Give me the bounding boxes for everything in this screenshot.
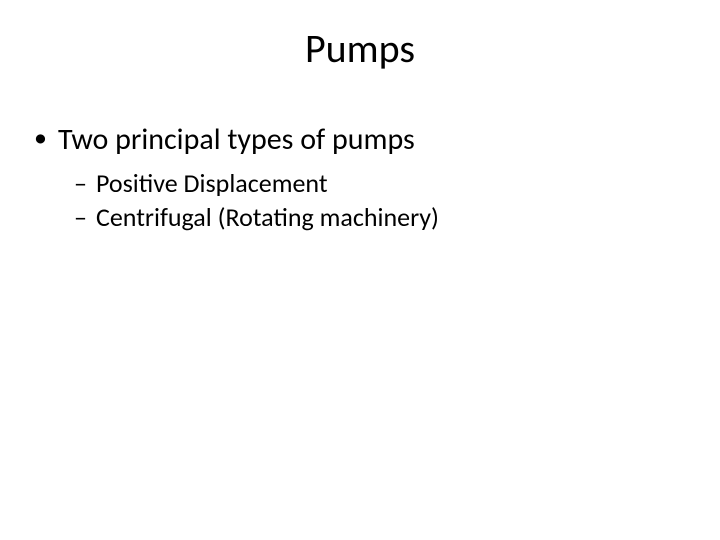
slide-body: Two principal types of pumps Positive Di… xyxy=(0,97,720,234)
bullet-level2: Centrifugal (Rotating machinery) xyxy=(30,201,690,234)
slide-container: Pumps Two principal types of pumps Posit… xyxy=(0,0,720,540)
bullet-level2: Positive Displacement xyxy=(30,167,690,200)
bullet-level1: Two principal types of pumps xyxy=(30,121,690,159)
slide-title: Pumps xyxy=(0,0,720,97)
